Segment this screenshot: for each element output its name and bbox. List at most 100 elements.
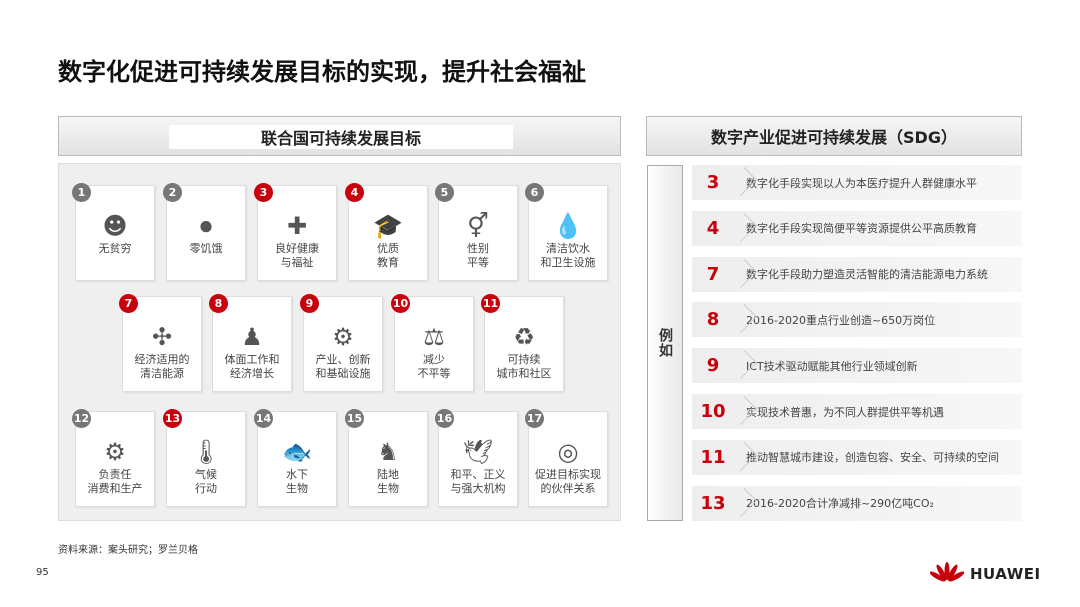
sdg-number-badge: 9 xyxy=(300,294,319,313)
sdg-number-badge: 6 xyxy=(525,183,544,202)
sdg-card-9: 9 ⚙ 产业、创新 和基础设施 xyxy=(300,294,383,392)
graduation-cap-icon: 🎓 xyxy=(373,212,403,240)
sdg-number-badge: 8 xyxy=(209,294,228,313)
sdg-label: 和平、正义 与强大机构 xyxy=(450,468,506,495)
chevron-right-icon xyxy=(734,394,744,429)
sdg-number-badge: 17 xyxy=(525,409,544,428)
example-goal-number: 3 xyxy=(706,172,720,193)
scale-icon: ⚖ xyxy=(423,323,445,351)
example-row-3: 3 数字化手段实现以人为本医疗提升人群健康水平 xyxy=(692,165,1022,200)
sdg-label: 产业、创新 和基础设施 xyxy=(315,353,371,380)
sdg-card-14: 14 🐟 水下 生物 xyxy=(254,409,337,507)
chevron-right-icon xyxy=(734,165,744,200)
example-text: ICT技术驱动赋能其他行业领域创新 xyxy=(746,359,918,373)
sdg-number-badge: 1 xyxy=(72,183,91,202)
example-goal-number: 10 xyxy=(700,401,726,422)
sdg-label: 零饥饿 xyxy=(189,242,223,255)
leaf-cycle-icon: ♻ xyxy=(513,323,535,351)
worker-desk-icon: ♟ xyxy=(241,323,263,351)
sdg-label: 气候 行动 xyxy=(195,468,217,495)
example-goal-number: 4 xyxy=(706,217,720,239)
sdg-card-2: 2 ⏺ 零饥饿 xyxy=(163,183,246,281)
example-text: 数字化手段助力塑造灵活智能的清洁能源电力系统 xyxy=(746,268,988,282)
sdg-label: 良好健康 与福祉 xyxy=(275,242,319,269)
chevron-right-icon xyxy=(734,211,744,246)
sdg-label: 水下 生物 xyxy=(286,468,308,495)
sdg-label: 可持续 城市和社区 xyxy=(496,353,552,380)
sdg-card-1: 1 ☻ 无贫穷 xyxy=(72,183,155,281)
sdg-card-11: 11 ♻ 可持续 城市和社区 xyxy=(481,294,564,392)
sdg-number-badge: 10 xyxy=(391,294,410,313)
plate-cutlery-icon: ⏺ xyxy=(200,212,212,240)
sdg-label: 无贫穷 xyxy=(98,242,132,255)
sdg-number-badge: 5 xyxy=(435,183,454,202)
digital-sdg-header: 数字产业促进可持续发展（SDG） xyxy=(646,116,1022,156)
example-row-10: 10 实现技术普惠，为不同人群提供平等机遇 xyxy=(692,394,1022,429)
example-goal-number: 13 xyxy=(700,492,726,514)
sdg-card-12: 12 ⚙ 负责任 消费和生产 xyxy=(72,409,155,507)
gender-icon: ⚥ xyxy=(467,212,489,240)
huawei-logo: HUAWEI xyxy=(930,562,1041,586)
example-text: 数字化手段实现以人为本医疗提升人群健康水平 xyxy=(746,176,977,190)
sdg-number-badge: 4 xyxy=(345,183,364,202)
source-note: 资料来源：案头研究；罗兰贝格 xyxy=(58,545,198,556)
sdg-number-badge: 14 xyxy=(254,409,273,428)
huawei-flower-icon xyxy=(930,562,964,582)
target-icon: ◎ xyxy=(557,438,579,466)
gear-bulb-icon: ⚙ xyxy=(332,323,354,351)
water-drops-icon: 💧 xyxy=(553,212,583,240)
sdg-number-badge: 13 xyxy=(163,409,182,428)
sdg-card-7: 7 ✣ 经济适用的 清洁能源 xyxy=(119,294,202,392)
sdg-card-17: 17 ◎ 促进目标实现 的伙伴关系 xyxy=(525,409,608,507)
example-goal-number: 8 xyxy=(706,309,720,331)
thermometer-icon: 🌡 xyxy=(190,438,222,466)
sdg-card-15: 15 ♞ 陆地 生物 xyxy=(345,409,428,507)
example-row-4: 4 数字化手段实现简便平等资源提供公平高质教育 xyxy=(692,210,1022,246)
example-text: 2016-2020重点行业创造~650万岗位 xyxy=(746,313,936,327)
sdg-number-badge: 7 xyxy=(119,294,138,313)
page-title: 数字化促进可持续发展目标的实现，提升社会福祉 xyxy=(58,58,586,86)
example-goal-number: 11 xyxy=(700,446,726,468)
chevron-right-icon xyxy=(734,257,744,292)
sdg-card-16: 16 🕊 和平、正义 与强大机构 xyxy=(435,409,518,507)
example-row-9: 9 ICT技术驱动赋能其他行业领域创新 xyxy=(692,348,1022,384)
sdg-label: 经济适用的 清洁能源 xyxy=(134,353,190,380)
brand-name: HUAWEI xyxy=(970,565,1041,583)
sdg-card-10: 10 ⚖ 减少 不平等 xyxy=(391,294,474,392)
sdg-label: 陆地 生物 xyxy=(377,468,399,495)
dove-icon: 🕊 xyxy=(462,438,494,466)
sdg-number-badge: 3 xyxy=(254,183,273,202)
examples-side-label: 例如 xyxy=(647,165,683,521)
example-row-11: 11 推动智慧城市建设，创造包容、安全、可持续的空间 xyxy=(692,439,1022,475)
example-row-8: 8 2016-2020重点行业创造~650万岗位 xyxy=(692,302,1022,338)
chevron-right-icon xyxy=(734,486,744,521)
sdg-label: 负责任 消费和生产 xyxy=(87,468,143,495)
people-coins-icon: ☻ xyxy=(102,212,128,240)
chevron-right-icon xyxy=(734,348,744,383)
un-sdg-header-label: 联合国可持续发展目标 xyxy=(169,125,513,149)
sdg-number-badge: 15 xyxy=(345,409,364,428)
people-gear-icon: ⚙ xyxy=(104,438,126,466)
sdg-label: 减少 不平等 xyxy=(417,353,451,380)
fish-icon: 🐟 xyxy=(282,438,312,466)
example-text: 数字化手段实现简便平等资源提供公平高质教育 xyxy=(746,222,977,236)
sdg-card-8: 8 ♟ 体面工作和 经济增长 xyxy=(209,294,292,392)
sdg-number-badge: 16 xyxy=(435,409,454,428)
sdg-label: 体面工作和 经济增长 xyxy=(224,353,280,380)
horse-icon: ♞ xyxy=(377,438,399,466)
example-text: 推动智慧城市建设，创造包容、安全、可持续的空间 xyxy=(746,451,999,465)
sdg-label: 促进目标实现 的伙伴关系 xyxy=(535,468,601,495)
sdg-card-13: 13 🌡 气候 行动 xyxy=(163,409,246,507)
example-goal-number: 9 xyxy=(706,355,720,377)
sdg-number-badge: 2 xyxy=(163,183,182,202)
chevron-right-icon xyxy=(734,302,744,337)
un-sdg-header: 联合国可持续发展目标 xyxy=(58,116,621,156)
sdg-number-badge: 12 xyxy=(72,409,91,428)
chevron-right-icon xyxy=(734,440,744,475)
sdg-label: 清洁饮水 和卫生设施 xyxy=(540,242,596,269)
example-goal-number: 7 xyxy=(706,263,720,285)
medical-book-icon: ✚ xyxy=(286,212,308,240)
example-row-13: 13 2016-2020合计净减排~290亿吨CO₂ xyxy=(692,485,1022,521)
sdg-card-5: 5 ⚥ 性别 平等 xyxy=(435,183,518,281)
sdg-card-4: 4 🎓 优质 教育 xyxy=(345,183,428,281)
